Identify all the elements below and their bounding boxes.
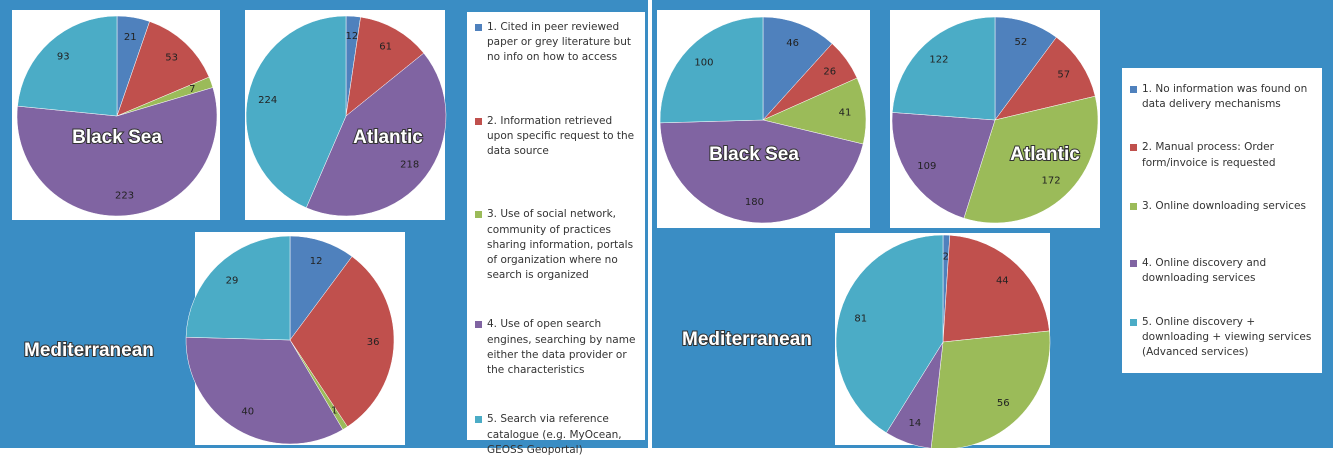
pie-title: Mediterranean bbox=[682, 329, 812, 350]
legend-item: 3. Online downloading services bbox=[1130, 199, 1316, 214]
legend-text: 2. Manual process: Order form/invoice is… bbox=[1142, 141, 1276, 169]
legend-text: 1. No information was found on data deli… bbox=[1142, 83, 1308, 111]
pie-title: Black Sea bbox=[72, 127, 162, 148]
slice-label: 56 bbox=[997, 398, 1010, 409]
legend-item: 3. Use of social network, community of p… bbox=[475, 207, 639, 283]
slice-label: 12 bbox=[345, 31, 358, 42]
slice-label: 7 bbox=[189, 84, 195, 95]
slice-label: 93 bbox=[57, 52, 70, 63]
pie-slice bbox=[305, 52, 447, 217]
pie-slice bbox=[892, 16, 996, 121]
legend-swatch bbox=[475, 211, 482, 219]
pie-slice bbox=[17, 15, 118, 117]
slice-label: 180 bbox=[745, 197, 764, 208]
pie-title: Atlantic bbox=[353, 127, 423, 148]
legend-item: 2. Information retrieved upon specific r… bbox=[475, 114, 639, 160]
legend-swatch bbox=[1130, 260, 1137, 268]
pie-slice bbox=[835, 234, 944, 434]
pie-slice bbox=[16, 87, 218, 217]
pie-title: Atlantic bbox=[1010, 144, 1080, 165]
slice-label: 53 bbox=[165, 53, 178, 64]
slice-label: 26 bbox=[823, 67, 836, 78]
pie-slice bbox=[659, 16, 764, 124]
slice-label: 122 bbox=[929, 55, 948, 66]
legend-text: 3. Online downloading services bbox=[1142, 199, 1306, 212]
legend-item: 5. Online discovery + downloading + view… bbox=[1130, 315, 1316, 361]
legend-swatch bbox=[1130, 144, 1137, 152]
slice-label: 100 bbox=[694, 58, 713, 69]
pie-slice bbox=[345, 16, 425, 117]
slice-label: 223 bbox=[115, 191, 134, 202]
legend-text: 5. Search via reference catalogue (e.g. … bbox=[487, 413, 622, 456]
legend: 1. Cited in peer reviewed paper or grey … bbox=[467, 12, 645, 456]
slice-label: 81 bbox=[854, 313, 867, 324]
pie-slice bbox=[185, 336, 344, 445]
legend-swatch bbox=[1130, 202, 1137, 210]
legend-text: 1. Cited in peer reviewed paper or grey … bbox=[487, 21, 631, 64]
pie-title: Black Sea bbox=[709, 144, 799, 165]
legend-item: 5. Search via reference catalogue (e.g. … bbox=[475, 412, 639, 458]
slice-label: 36 bbox=[367, 337, 380, 348]
slice-label: 46 bbox=[786, 38, 799, 49]
pie-slice bbox=[942, 234, 1050, 343]
slice-label: 57 bbox=[1057, 70, 1070, 81]
slice-label: 109 bbox=[917, 161, 936, 172]
slice-label: 14 bbox=[908, 418, 921, 429]
pie-slice bbox=[891, 112, 996, 219]
slice-label: 172 bbox=[1042, 175, 1061, 186]
pie-title: Mediterranean bbox=[24, 340, 154, 361]
legend-swatch bbox=[475, 24, 482, 31]
slice-label: 41 bbox=[839, 107, 852, 118]
slice-label: 218 bbox=[400, 159, 419, 170]
legend: 1. No information was found on data deli… bbox=[1122, 68, 1322, 373]
pie-slice bbox=[762, 16, 833, 121]
legend-item: 2. Manual process: Order form/invoice is… bbox=[1130, 140, 1316, 170]
legend-item: 1. No information was found on data deli… bbox=[1130, 82, 1316, 112]
pie-slice bbox=[289, 256, 395, 428]
legend-swatch bbox=[475, 321, 482, 329]
slice-label: 1 bbox=[331, 406, 337, 417]
legend-text: 4. Online discovery and downloading serv… bbox=[1142, 257, 1267, 285]
pie-slice bbox=[659, 119, 864, 224]
pie-slice bbox=[930, 330, 1051, 448]
legend-text: 3. Use of social network, community of p… bbox=[487, 208, 634, 282]
legend-text: 4. Use of open search engines, searching… bbox=[487, 318, 636, 377]
slice-label: 61 bbox=[379, 42, 392, 53]
slice-label: 44 bbox=[996, 275, 1009, 286]
slice-label: 29 bbox=[226, 275, 239, 286]
slice-label: 224 bbox=[258, 95, 277, 106]
pie-slice bbox=[116, 21, 210, 117]
legend-swatch bbox=[1130, 86, 1137, 93]
slice-label: 2 bbox=[943, 251, 949, 262]
legend-text: 2. Information retrieved upon specific r… bbox=[487, 114, 635, 158]
slice-label: 52 bbox=[1014, 37, 1027, 48]
legend-swatch bbox=[475, 117, 482, 125]
slice-label: 40 bbox=[241, 407, 254, 418]
slice-label: 12 bbox=[310, 256, 323, 267]
pie-slice bbox=[185, 235, 291, 341]
legend-item: 4. Online discovery and downloading serv… bbox=[1130, 256, 1316, 286]
legend-item: 1. Cited in peer reviewed paper or grey … bbox=[475, 20, 639, 66]
slice-label: 21 bbox=[124, 32, 137, 43]
legend-swatch bbox=[475, 416, 482, 424]
legend-swatch bbox=[1130, 318, 1137, 326]
pie-slice bbox=[963, 95, 1099, 224]
legend-item: 4. Use of open search engines, searching… bbox=[475, 317, 639, 378]
legend-text: 5. Online discovery + downloading + view… bbox=[1142, 315, 1312, 358]
pie-slice bbox=[245, 15, 347, 209]
pie-slice bbox=[994, 36, 1096, 121]
